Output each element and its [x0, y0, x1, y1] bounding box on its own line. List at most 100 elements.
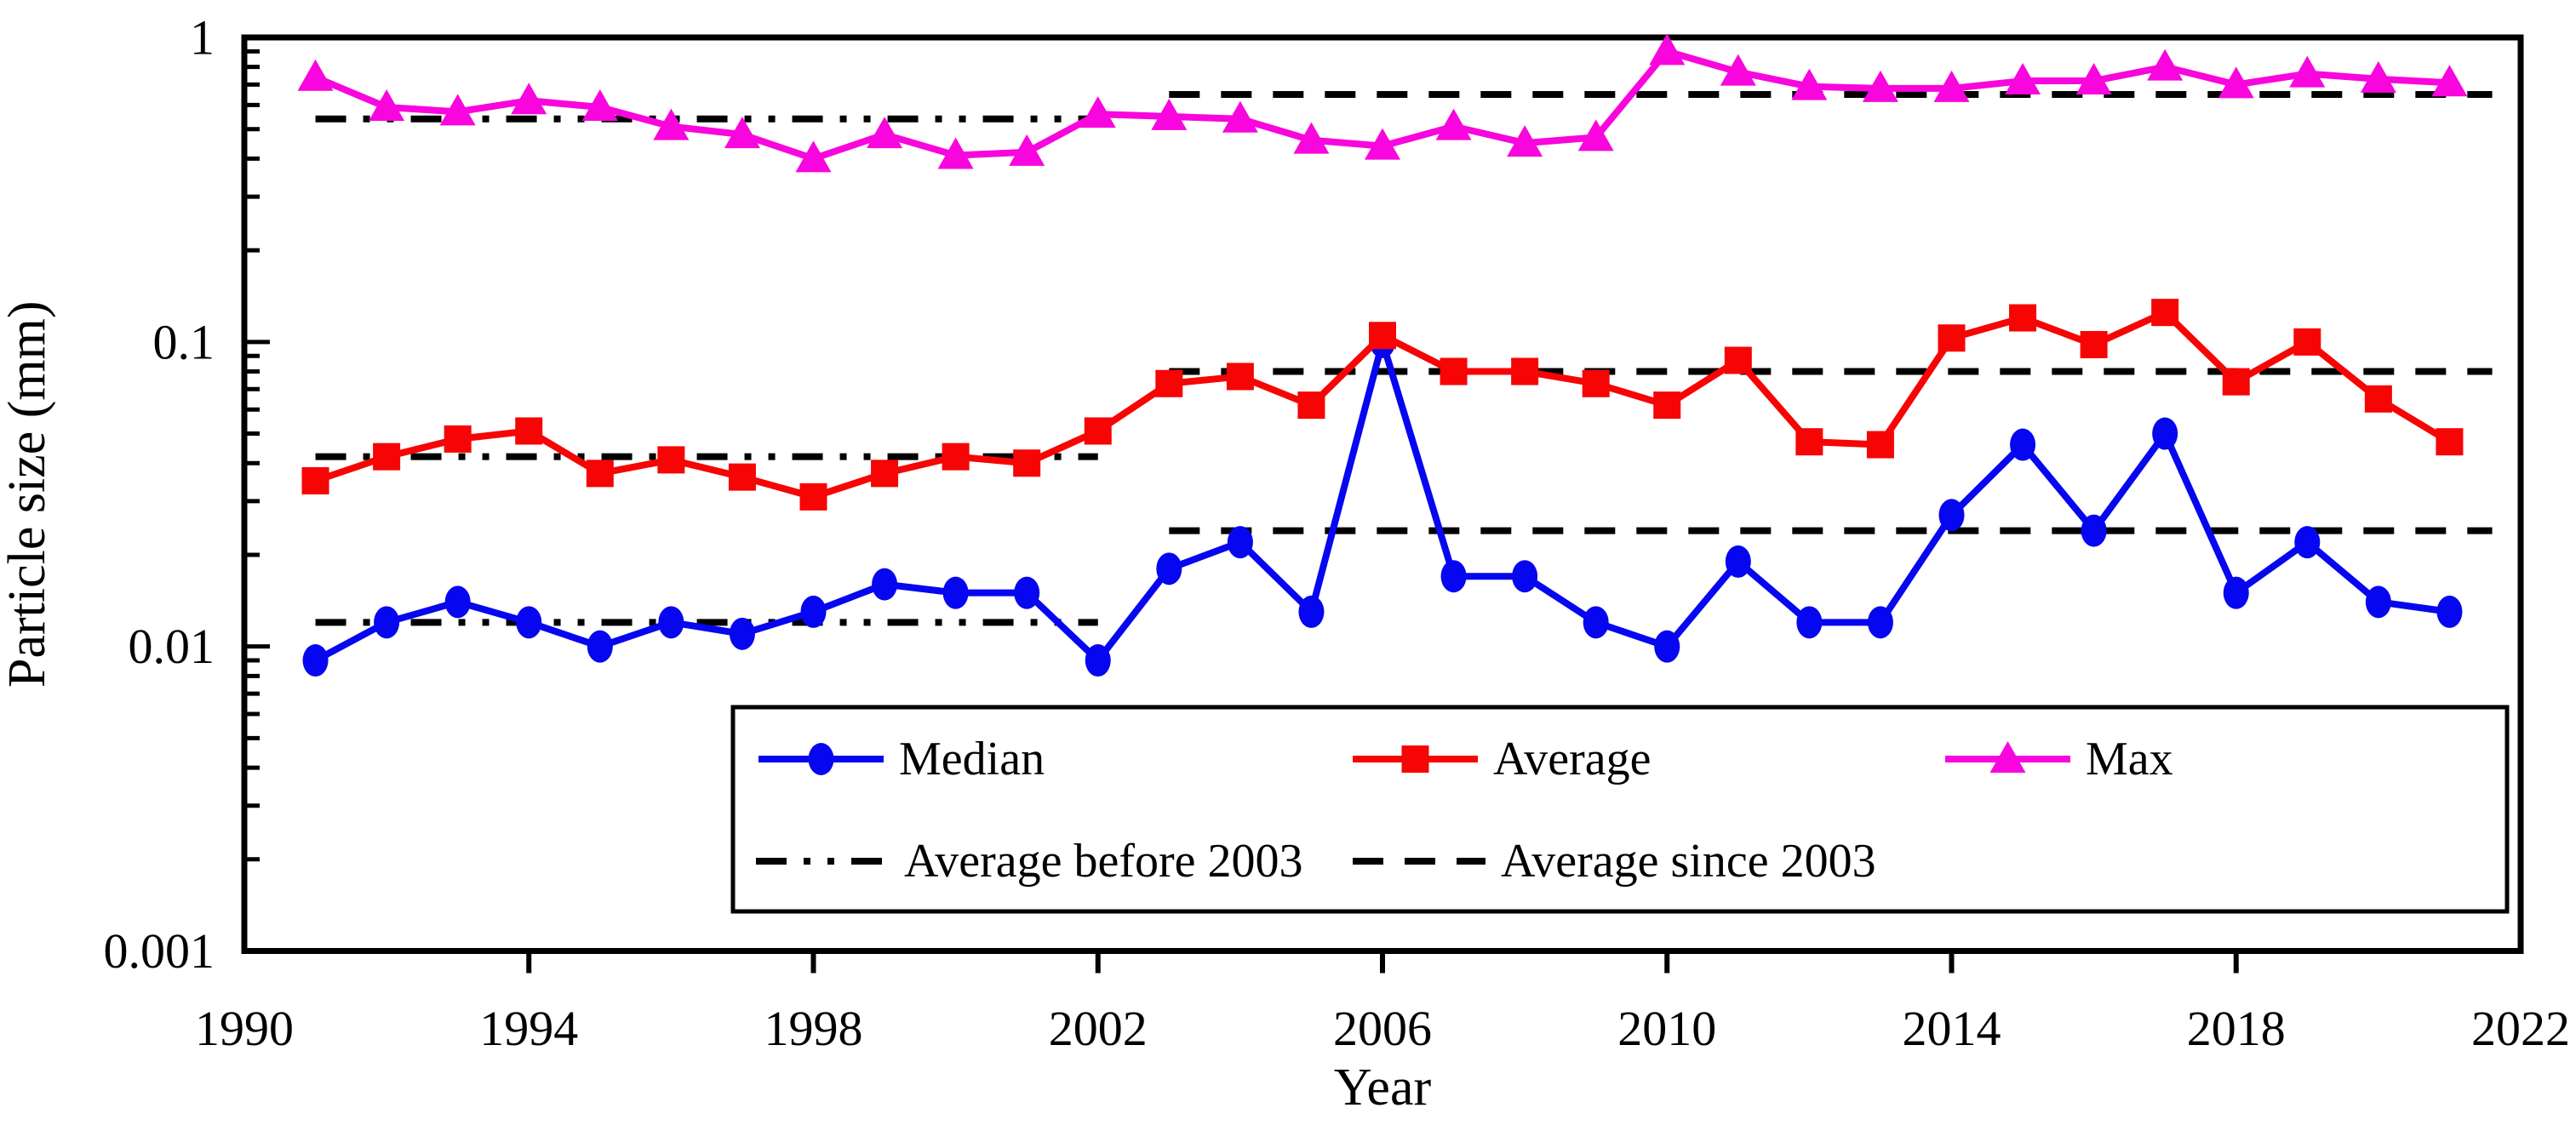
- x-tick-label: 2022: [2471, 1001, 2570, 1056]
- average-marker: [1724, 346, 1752, 374]
- median-line: [313, 338, 2450, 665]
- max-marker: [1720, 54, 1756, 86]
- average-marker: [1440, 357, 1468, 385]
- median-marker: [302, 644, 329, 677]
- max-marker: [653, 108, 690, 140]
- average-marker: [2080, 330, 2108, 358]
- median-marker: [1227, 526, 1253, 559]
- y-tick-label: 0.01: [129, 619, 215, 674]
- median-marker: [1867, 606, 1893, 639]
- max-marker: [795, 140, 832, 173]
- legend-item-median: Median: [758, 733, 1045, 785]
- median-marker: [1725, 545, 1751, 578]
- median-marker: [2010, 428, 2036, 461]
- median-marker: [2081, 514, 2107, 547]
- average-marker: [1084, 417, 1112, 445]
- max-marker: [1009, 134, 1045, 166]
- median-marker: [2436, 595, 2463, 628]
- average-marker: [586, 460, 614, 488]
- average-marker: [2222, 368, 2250, 396]
- average-marker: [2293, 328, 2321, 356]
- max-marker: [1079, 96, 1116, 128]
- x-axis-title: Year: [1334, 1059, 1432, 1116]
- max-marker: [1577, 119, 1614, 151]
- max-marker: [439, 94, 476, 126]
- max-marker: [1791, 68, 1828, 100]
- max-marker: [1649, 33, 1686, 66]
- legend-triangle-marker: [1989, 741, 2026, 773]
- average-marker: [2436, 428, 2464, 456]
- x-tick-label: 2010: [1617, 1001, 1716, 1056]
- max-marker: [724, 117, 760, 149]
- max-marker: [581, 89, 618, 121]
- median-marker: [800, 595, 827, 628]
- median-marker: [729, 617, 755, 650]
- average-marker: [942, 443, 970, 471]
- reference-lines: [315, 90, 2493, 626]
- median-marker: [1938, 499, 1965, 532]
- median-marker: [1583, 606, 1609, 639]
- average-marker: [728, 463, 756, 491]
- legend-box: [730, 705, 2510, 914]
- legend-item-average-before-2003: Average before 2003: [756, 835, 1303, 888]
- max-marker: [1862, 70, 1898, 102]
- max-marker: [2218, 66, 2254, 99]
- max-marker: [1435, 108, 1472, 140]
- max-marker: [2075, 63, 2112, 95]
- legend-item-average-since-2003: Average since 2003: [1353, 835, 1876, 888]
- median-marker: [2294, 526, 2321, 559]
- median-marker: [2223, 576, 2249, 609]
- x-tick-label: 1998: [764, 1001, 863, 1056]
- median-marker: [1014, 576, 1040, 609]
- average-marker: [444, 425, 472, 453]
- y-tick-label: 0.1: [153, 314, 215, 369]
- max-marker: [369, 89, 405, 121]
- max-marker: [1222, 100, 1258, 133]
- average-marker: [1369, 322, 1396, 350]
- max-marker: [2147, 49, 2184, 81]
- median-marker: [374, 606, 400, 639]
- max-marker: [1365, 128, 1400, 160]
- x-tick-label: 2018: [2187, 1001, 2286, 1056]
- y-tick-label: 1: [190, 10, 215, 66]
- average-marker: [871, 460, 899, 488]
- median-marker: [587, 630, 613, 663]
- x-axis-labels: 1990 1994 1998 2002 2006 2010 2014 2018 2022: [195, 1001, 2570, 1056]
- y-tick-label: 0.001: [104, 923, 215, 979]
- legend-label: Average since 2003: [1501, 835, 1876, 888]
- median-marker: [1512, 560, 1538, 593]
- legend-label: Max: [2086, 733, 2173, 785]
- average-series: [301, 299, 2464, 511]
- max-marker: [2431, 65, 2468, 97]
- median-marker: [1440, 560, 1467, 593]
- average-marker: [1226, 363, 1254, 391]
- x-tick-label: 2006: [1333, 1001, 1432, 1056]
- x-tick-label: 2014: [1903, 1001, 2001, 1056]
- max-series: [297, 33, 2468, 173]
- average-marker: [1938, 324, 1966, 352]
- legend-item-average: Average: [1353, 733, 1652, 785]
- max-marker: [2005, 63, 2041, 95]
- max-marker: [1151, 98, 1188, 130]
- average-marker: [1297, 391, 1325, 420]
- median-marker: [942, 576, 969, 609]
- legend: Median Average Max Average before 2003 Avera…: [730, 705, 2510, 914]
- median-marker: [1796, 606, 1823, 639]
- x-tick-label: 1990: [195, 1001, 294, 1056]
- max-marker: [937, 137, 974, 169]
- average-marker: [657, 446, 685, 474]
- average-marker: [1582, 369, 1610, 397]
- median-marker: [2152, 417, 2178, 450]
- max-marker: [867, 117, 903, 149]
- legend-label: Average before 2003: [904, 835, 1303, 888]
- average-marker: [515, 417, 543, 445]
- average-marker: [2009, 304, 2037, 332]
- legend-item-max: Max: [1945, 733, 2173, 785]
- average-marker: [301, 466, 329, 494]
- median-marker: [1156, 552, 1182, 585]
- average-marker: [1795, 428, 1823, 456]
- median-marker: [1654, 630, 1680, 663]
- max-marker: [1933, 70, 1970, 102]
